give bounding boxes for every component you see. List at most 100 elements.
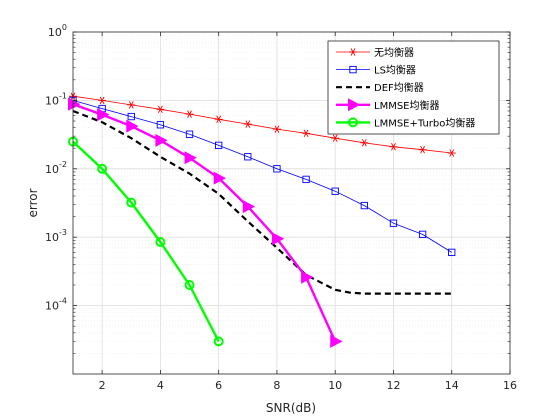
y-tick-label: 10-4: [45, 297, 67, 313]
y-tick-label: 10-1: [45, 91, 67, 107]
asterisk-stroke: [274, 125, 280, 133]
x-tick-label: 12: [386, 379, 400, 392]
series-layer: [67, 92, 456, 348]
legend-label: LS均衡器: [374, 65, 416, 77]
series-line: [72, 109, 452, 295]
data-point-square: [418, 230, 427, 239]
data-point-circle: [213, 336, 224, 347]
asterisk-stroke: [245, 120, 251, 128]
series-line: [72, 100, 452, 253]
asterisk-stroke: [420, 146, 425, 154]
x-tick-label: 16: [503, 379, 517, 392]
data-point-triangle: [271, 232, 285, 246]
data-point-square: [185, 130, 194, 138]
series-line: [72, 103, 337, 342]
legend-entry: LS均衡器: [336, 65, 416, 77]
data-point-square: [244, 153, 252, 161]
data-point-square: [349, 65, 357, 74]
data-point-triangle: [155, 133, 168, 147]
legend-label: LMMSE+Turbo均衡器: [374, 117, 475, 129]
legend-entry: LMMSE均衡器: [336, 98, 440, 112]
data-point-asterisk: [331, 134, 340, 142]
data-point-asterisk: [447, 149, 456, 157]
y-axis-label: error: [26, 188, 40, 217]
y-tick-label-base: 10: [45, 163, 59, 176]
data-point-square: [156, 121, 165, 129]
data-point-circle: [155, 237, 166, 248]
series-line: [72, 95, 452, 154]
x-tick-label: 8: [273, 379, 280, 392]
data-point-triangle: [348, 98, 361, 112]
data-point-square: [273, 165, 281, 173]
data-point-triangle: [97, 108, 110, 122]
data-point-square: [302, 175, 310, 184]
series-4: [67, 97, 343, 348]
asterisk-stroke: [99, 96, 105, 105]
y-tick-label: 10-3: [45, 228, 67, 244]
asterisk-stroke: [449, 149, 455, 157]
y-tick-label-base: 10: [45, 300, 59, 313]
data-point-square: [127, 112, 135, 121]
y-tick-label: 100: [48, 23, 67, 39]
data-point-asterisk: [418, 146, 427, 154]
data-point-asterisk: [349, 48, 357, 56]
legend-entry: DEF均衡器: [336, 82, 424, 94]
data-point-triangle: [330, 334, 343, 348]
y-tick-label-base: 10: [45, 231, 59, 244]
data-point-circle: [348, 117, 358, 128]
data-point-square: [448, 248, 456, 257]
asterisk-stroke: [158, 105, 163, 114]
asterisk-stroke: [128, 101, 134, 109]
y-tick-label-exponent: 0: [62, 23, 67, 32]
y-tick-label-base: 10: [48, 26, 62, 39]
legend-label: LMMSE均衡器: [374, 100, 440, 112]
y-tick-label: 10-2: [45, 160, 67, 176]
data-point-square: [360, 201, 368, 210]
legend-entry: LMMSE+Turbo均衡器: [336, 117, 475, 129]
y-tick-label-exponent: -4: [59, 297, 67, 306]
data-point-asterisk: [243, 120, 252, 128]
data-point-triangle: [126, 119, 139, 133]
asterisk-stroke: [350, 48, 356, 56]
x-tick-label: 4: [157, 379, 164, 392]
x-tick-label: 6: [215, 379, 222, 392]
data-point-asterisk: [185, 110, 194, 118]
data-point-triangle: [301, 270, 314, 284]
data-point-asterisk: [214, 115, 223, 123]
asterisk-stroke: [361, 139, 367, 147]
series-3: [72, 109, 452, 295]
data-point-asterisk: [302, 129, 311, 138]
data-point-circle: [184, 280, 195, 291]
y-tick-label-base: 10: [45, 94, 59, 107]
asterisk-stroke: [332, 134, 338, 142]
data-point-circle: [126, 197, 137, 208]
asterisk-stroke: [391, 143, 396, 151]
data-point-asterisk: [98, 96, 107, 105]
data-point-asterisk: [272, 125, 281, 133]
data-point-circle: [97, 163, 108, 174]
data-point-asterisk: [360, 139, 369, 147]
series-line: [72, 140, 220, 342]
series-1: [69, 92, 456, 157]
x-tick-label: 14: [445, 379, 459, 392]
asterisk-stroke: [303, 129, 309, 138]
legend-label: 无均衡器: [374, 47, 414, 59]
asterisk-stroke: [216, 115, 222, 123]
data-point-asterisk: [156, 105, 165, 114]
plot-frame: [72, 31, 511, 375]
legend-label: DEF均衡器: [374, 82, 424, 94]
data-point-square: [331, 187, 339, 195]
y-tick-label-exponent: -1: [59, 91, 67, 100]
y-tick-label-exponent: -3: [59, 228, 67, 237]
data-point-triangle: [184, 151, 197, 165]
data-point-asterisk: [389, 143, 398, 151]
data-point-triangle: [213, 171, 227, 185]
x-axis-label: SNR(dB): [266, 401, 316, 415]
x-tick-label: 2: [99, 379, 106, 392]
y-tick-label-exponent: -2: [59, 160, 67, 169]
legend: 无均衡器 LS均衡器 DEF均衡器 LMMSE均衡器 LMMSE+Turbo均衡器: [327, 40, 500, 135]
legend-entry: 无均衡器: [336, 47, 414, 59]
asterisk-stroke: [187, 110, 192, 118]
